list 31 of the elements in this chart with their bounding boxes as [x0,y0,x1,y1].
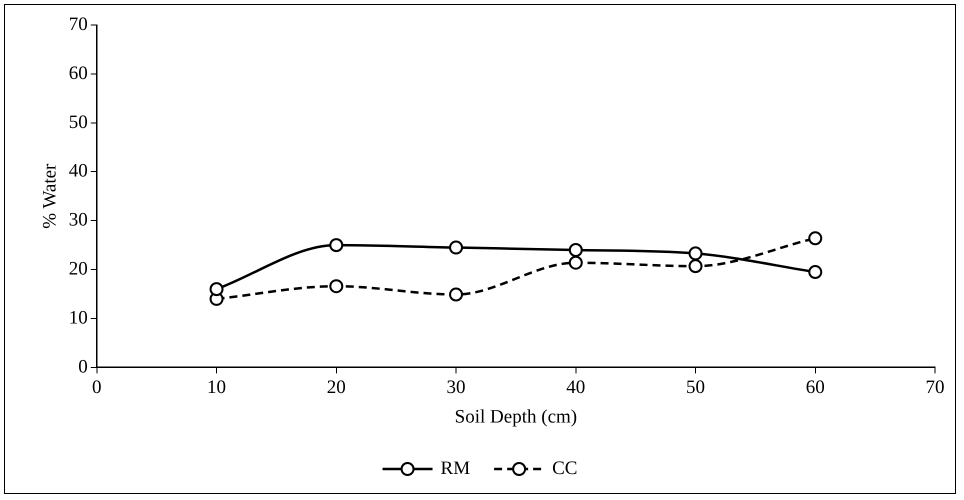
point [688,246,703,260]
x-tick-label: 20 [326,376,346,398]
x-tick-label: 40 [566,376,586,398]
y-tick-label: 40 [68,160,88,182]
legend-label: RM [440,458,470,479]
y-axis-title: % Water [39,162,60,229]
x-tick-label: 0 [92,376,102,398]
point [449,288,464,302]
x-tick-label: 50 [686,376,706,398]
x-tick-label: 70 [926,376,944,398]
y-tick-label: 0 [78,356,88,378]
point [808,265,822,280]
x-axis-title: Soil Depth (cm) [454,406,578,428]
point [568,243,583,258]
point [329,279,344,294]
legend-label: CC [552,458,578,479]
point [688,259,703,274]
y-tick-label: 70 [68,14,88,35]
point [449,240,464,255]
y-tick-label: 50 [68,112,88,133]
point [568,256,583,270]
point [329,238,344,252]
point [808,231,822,246]
point [210,282,224,296]
y-tick-label: 60 [68,62,88,84]
x-tick-label: 60 [806,376,825,398]
x-tick-label: 10 [207,376,226,398]
y-tick-label: 10 [68,307,88,328]
y-tick-label: 30 [68,210,88,231]
x-tick-label: 30 [446,376,466,398]
y-tick-label: 20 [68,258,88,280]
